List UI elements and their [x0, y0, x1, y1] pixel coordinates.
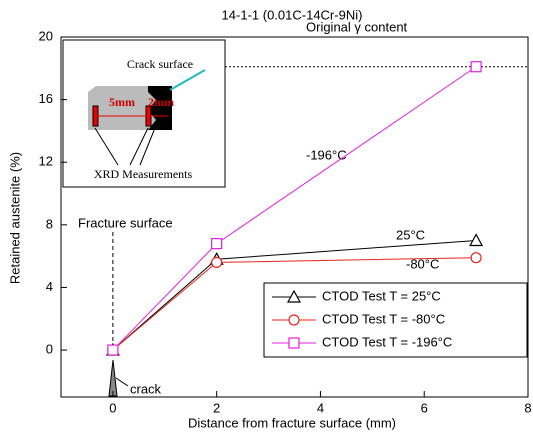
inset-caption: XRD Measurements — [94, 167, 193, 181]
inset-dimension: 2mm — [148, 95, 174, 109]
marker — [107, 344, 119, 356]
marker — [211, 238, 223, 250]
annotation: crack — [130, 381, 162, 396]
marker — [470, 252, 482, 264]
marker — [469, 233, 484, 247]
legend-marker — [286, 289, 302, 303]
y-tick-label: 12 — [39, 154, 53, 169]
y-tick-label: 4 — [46, 279, 53, 294]
inset: 5mm 2mm Crack surface XRD Measurements — [62, 39, 226, 188]
legend-label: CTOD Test T = -80°C — [322, 311, 445, 326]
y-tick-label: 8 — [46, 216, 53, 231]
reference-label: Original γ content — [306, 19, 408, 34]
inset-arrow — [129, 127, 149, 166]
marker — [211, 256, 223, 268]
chart-title: 14-1-1 (0.01C-14Cr-9Ni) — [222, 7, 363, 22]
annotation: -80°C — [406, 256, 439, 271]
y-tick-label: 0 — [46, 341, 53, 356]
xrd-marker — [145, 105, 152, 127]
x-tick-label: 2 — [213, 400, 220, 415]
fracture-label: Fracture surface — [78, 215, 173, 230]
y-axis-label: Retained austenite (%) — [7, 152, 22, 284]
legend-label: CTOD Test T = -196°C — [322, 334, 452, 349]
crack-arrow — [115, 377, 129, 387]
x-tick-label: 0 — [109, 400, 116, 415]
legend-label: CTOD Test T = 25°C — [322, 288, 441, 303]
x-tick-label: 8 — [524, 400, 531, 415]
inset-arrow — [169, 69, 206, 91]
x-tick-label: 4 — [317, 400, 324, 415]
x-axis-label: Distance from fracture surface (mm) — [188, 415, 396, 430]
y-tick-label: 20 — [39, 28, 53, 43]
y-tick-label: 16 — [39, 91, 53, 106]
marker — [470, 61, 482, 73]
plot-frame — [60, 36, 529, 398]
x-tick-label: 6 — [421, 400, 428, 415]
inset-crack-label: Crack surface — [127, 57, 193, 71]
inset-arrow — [94, 127, 119, 166]
legend-marker — [288, 314, 300, 326]
legend-marker — [288, 337, 300, 349]
crack-icon — [108, 359, 118, 397]
inset-arrow — [139, 127, 156, 166]
inset-dimension: 5mm — [109, 95, 135, 109]
crack-region — [148, 86, 172, 130]
annotation: 25°C — [396, 227, 425, 242]
annotation: -196°C — [306, 147, 347, 162]
legend — [263, 282, 528, 358]
xrd-marker — [92, 105, 99, 127]
